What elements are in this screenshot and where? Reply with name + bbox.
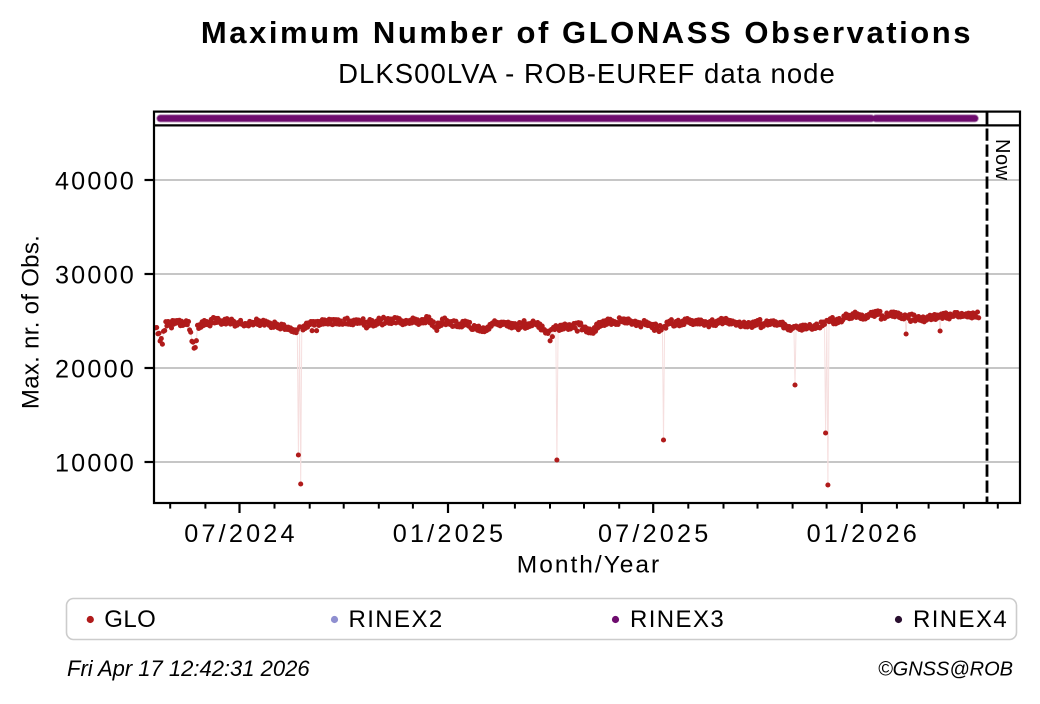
svg-text:GLO: GLO — [104, 606, 156, 633]
svg-text:10000: 10000 — [55, 450, 136, 478]
svg-text:DLKS00LVA - ROB-EUREF data nod: DLKS00LVA - ROB-EUREF data node — [338, 58, 836, 89]
svg-text:01/2025: 01/2025 — [393, 520, 506, 548]
svg-text:Maximum Number of GLONASS Obse: Maximum Number of GLONASS Observations — [201, 15, 973, 50]
svg-text:30000: 30000 — [55, 262, 136, 290]
svg-text:Now: Now — [991, 139, 1013, 181]
svg-text:20000: 20000 — [55, 356, 136, 384]
svg-text:RINEX2: RINEX2 — [349, 606, 444, 633]
svg-text:RINEX3: RINEX3 — [630, 606, 725, 633]
svg-text:RINEX4: RINEX4 — [913, 606, 1008, 633]
svg-text:Month/Year: Month/Year — [517, 552, 661, 579]
svg-text:07/2024: 07/2024 — [184, 520, 297, 548]
svg-text:01/2026: 01/2026 — [807, 520, 920, 548]
svg-text:07/2025: 07/2025 — [598, 520, 711, 548]
svg-text:©GNSS@ROB: ©GNSS@ROB — [878, 659, 1013, 681]
svg-text:Max. nr. of Obs.: Max. nr. of Obs. — [18, 235, 45, 409]
svg-text:Fri Apr 17 12:42:31 2026: Fri Apr 17 12:42:31 2026 — [67, 656, 310, 681]
svg-text:40000: 40000 — [55, 168, 136, 196]
